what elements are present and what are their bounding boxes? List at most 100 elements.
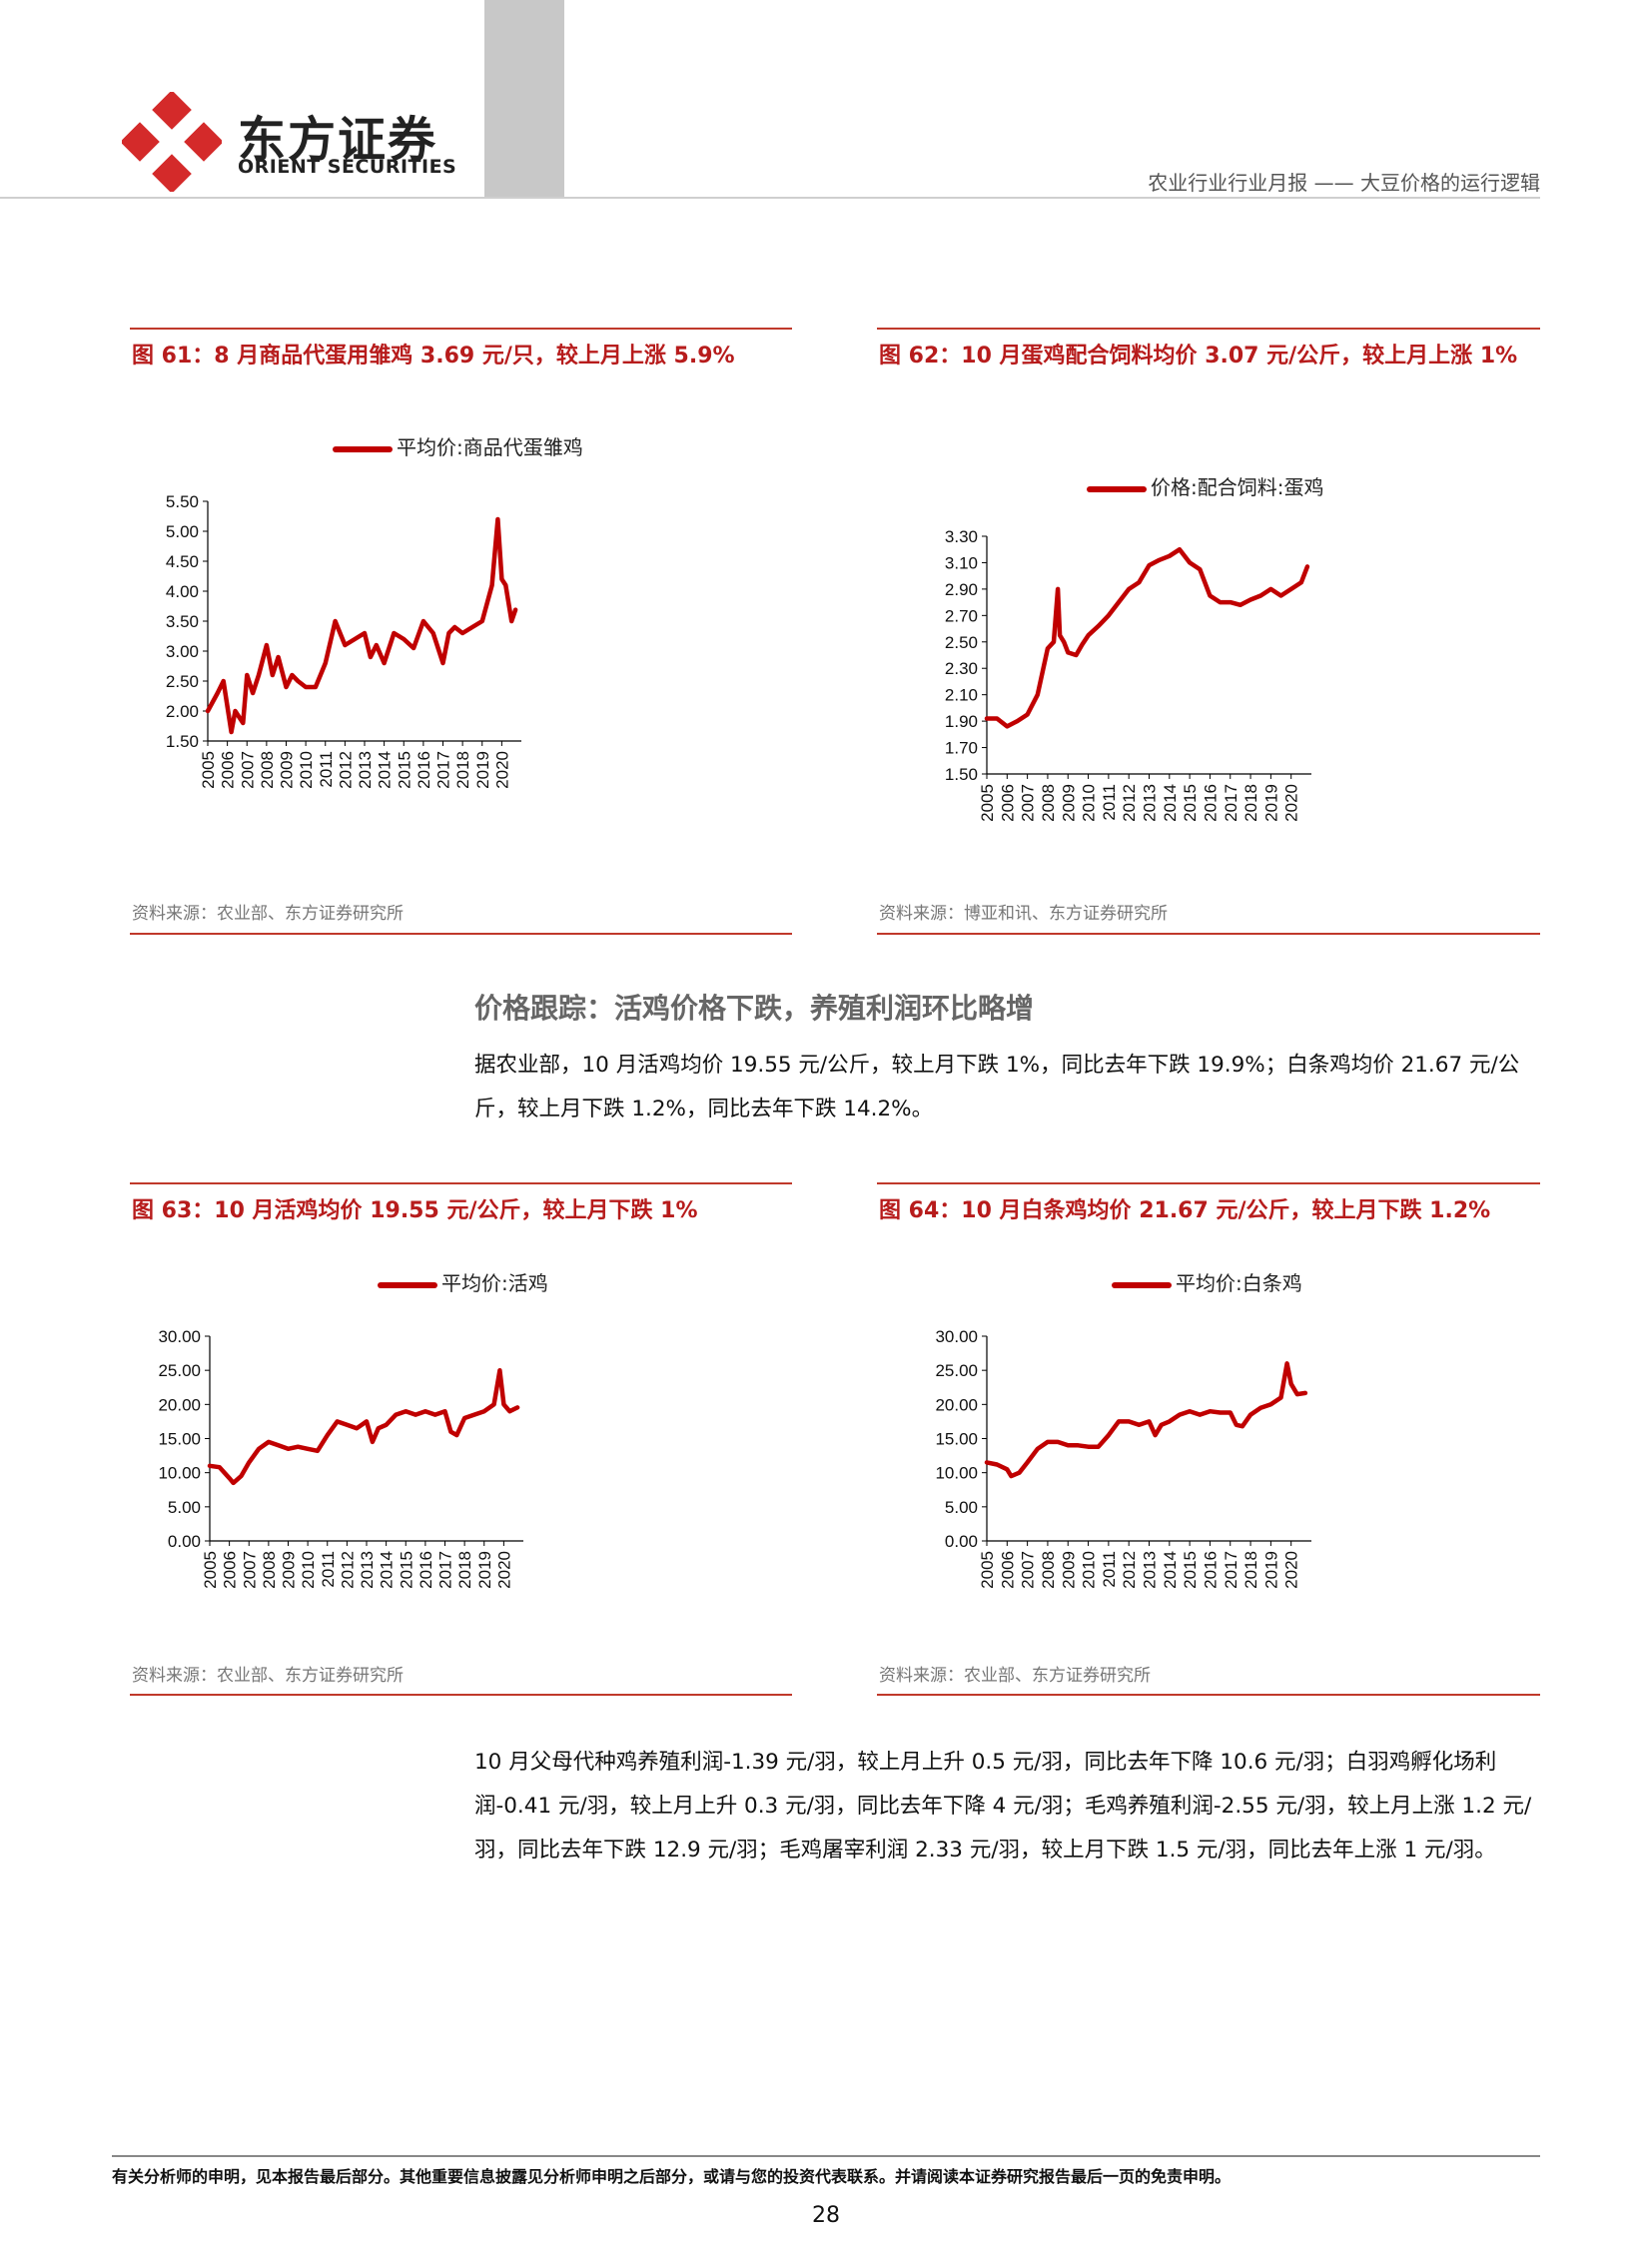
x-tick-label: 2006 [998,1551,1017,1589]
y-tick-label: 20.00 [158,1395,201,1414]
x-tick-label: 2016 [1201,1551,1220,1589]
y-tick-label: 5.00 [168,1498,201,1517]
y-tick-label: 10.00 [935,1464,978,1483]
paragraph: 据农业部，10 月活鸡均价 19.55 元/公斤，较上月下跌 1%，同比去年下跌… [474,1053,1520,1121]
y-tick-label: 1.70 [945,739,978,758]
figure-bottom-rule [877,1694,1540,1696]
x-tick-label: 2017 [434,751,453,789]
y-tick-label: 2.50 [166,672,199,691]
x-tick-label: 2019 [473,751,492,789]
x-tick-label: 2005 [978,1551,997,1589]
x-tick-label: 2018 [453,751,472,789]
figure-title: 图 64：10 月白条鸡均价 21.67 元/公斤，较上月下跌 1.2% [879,1198,1491,1223]
x-tick-label: 2008 [1039,784,1058,822]
x-tick-label: 2005 [978,784,997,822]
x-tick-label: 2012 [336,751,355,789]
y-tick-label: 1.50 [166,732,199,751]
x-tick-label: 2016 [1201,784,1220,822]
logo-icon [122,92,222,192]
y-tick-label: 2.50 [945,633,978,652]
x-tick-label: 2012 [1120,784,1139,822]
series-line [205,516,518,735]
x-tick-label: 2013 [1141,784,1160,822]
y-tick-label: 4.50 [166,552,199,571]
page-number: 28 [812,2203,840,2228]
y-tick-label: 15.00 [935,1430,978,1449]
y-tick-label: 5.50 [166,492,199,511]
brand-name: 东方证券 [238,112,438,168]
x-tick-label: 2007 [1019,1551,1038,1589]
x-tick-label: 2011 [319,1551,338,1588]
x-tick-label: 2005 [199,751,218,789]
x-tick-label: 2014 [1161,784,1180,822]
x-tick-label: 2009 [1059,784,1078,822]
y-tick-label: 30.00 [935,1327,978,1346]
x-tick-label: 2013 [358,1551,377,1589]
chart-legend: 平均价:白条鸡 [1112,1267,1302,1296]
legend-swatch [378,1281,437,1288]
x-tick-label: 2008 [1039,1551,1058,1589]
y-tick-label: 15.00 [158,1430,201,1449]
y-tick-label: 5.00 [166,522,199,541]
header-gray-bar [484,0,564,197]
x-tick-label: 2006 [998,784,1017,822]
figure-source: 资料来源：农业部、东方证券研究所 [132,904,404,924]
chart-legend: 价格:配合饲料:蛋鸡 [1087,471,1323,500]
y-tick-label: 25.00 [935,1361,978,1380]
legend-label: 平均价:活鸡 [441,1271,548,1295]
paragraph: 10 月父母代种鸡养殖利润-1.39 元/羽，较上月上升 0.5 元/羽，同比去… [474,1750,1532,1863]
x-tick-label: 2005 [201,1551,220,1589]
x-tick-label: 2008 [258,751,277,789]
x-tick-label: 2020 [492,751,511,789]
legend-swatch [1112,1281,1172,1288]
series-line [207,1367,520,1486]
x-tick-label: 2017 [1222,1551,1240,1589]
y-tick-label: 2.70 [945,606,978,625]
y-tick-label: 3.10 [945,553,978,572]
x-tick-label: 2019 [475,1551,494,1589]
series-line [984,546,1310,729]
x-tick-label: 2015 [397,1551,415,1589]
chart-61: 1.50 2.00 2.50 3.00 3.50 4.00 4.50 5.00 5.50 2005… [166,492,521,789]
x-tick-label: 2012 [1120,1551,1139,1589]
y-tick-label: 2.30 [945,659,978,678]
y-tick-label: 1.90 [945,712,978,731]
y-tick-label: 2.90 [945,580,978,599]
x-tick-label: 2018 [1241,1551,1260,1589]
x-tick-label: 2020 [1282,784,1301,822]
x-tick-label: 2011 [317,751,336,788]
y-tick-label: 3.00 [166,642,199,661]
x-tick-label: 2011 [1100,784,1119,821]
x-tick-label: 2015 [395,751,413,789]
chart-62: 1.50 1.70 1.90 2.10 2.30 2.50 2.70 2.90 3.10 3.30… [945,527,1311,822]
x-tick-label: 2017 [436,1551,455,1589]
y-tick-label: 30.00 [158,1327,201,1346]
figure-top-rule [130,328,792,330]
y-tick-label: 10.00 [158,1464,201,1483]
x-tick-label: 2009 [278,751,297,789]
section-title: 价格跟踪：活鸡价格下跌，养殖利润环比略增 [474,992,1035,1025]
x-tick-label: 2010 [1080,1551,1099,1589]
x-tick-label: 2007 [240,1551,259,1589]
figure-bottom-rule [130,1694,792,1696]
figure-source: 资料来源：农业部、东方证券研究所 [132,1666,404,1686]
y-tick-label: 0.00 [168,1532,201,1551]
y-tick-label: 2.10 [945,686,978,705]
figure-top-rule [877,328,1540,330]
x-tick-label: 2010 [1080,784,1099,822]
figure-top-rule [130,1182,792,1184]
y-tick-label: 3.30 [945,527,978,546]
x-tick-label: 2016 [416,1551,435,1589]
x-tick-label: 2007 [1019,784,1038,822]
x-tick-label: 2019 [1261,1551,1280,1589]
y-tick-label: 1.50 [945,765,978,784]
footer-disclaimer: 有关分析师的申明，见本报告最后部分。其他重要信息披露见分析师申明之后部分，或请与… [112,2167,1232,2186]
figure-source: 资料来源：农业部、东方证券研究所 [879,1666,1151,1686]
legend-label: 平均价:商品代蛋雏鸡 [397,435,583,459]
x-tick-label: 2020 [494,1551,513,1589]
legend-label: 平均价:白条鸡 [1176,1271,1302,1295]
x-tick-label: 2007 [238,751,257,789]
figure-title: 图 62：10 月蛋鸡配合饲料均价 3.07 元/公斤，较上月上涨 1% [879,344,1518,369]
